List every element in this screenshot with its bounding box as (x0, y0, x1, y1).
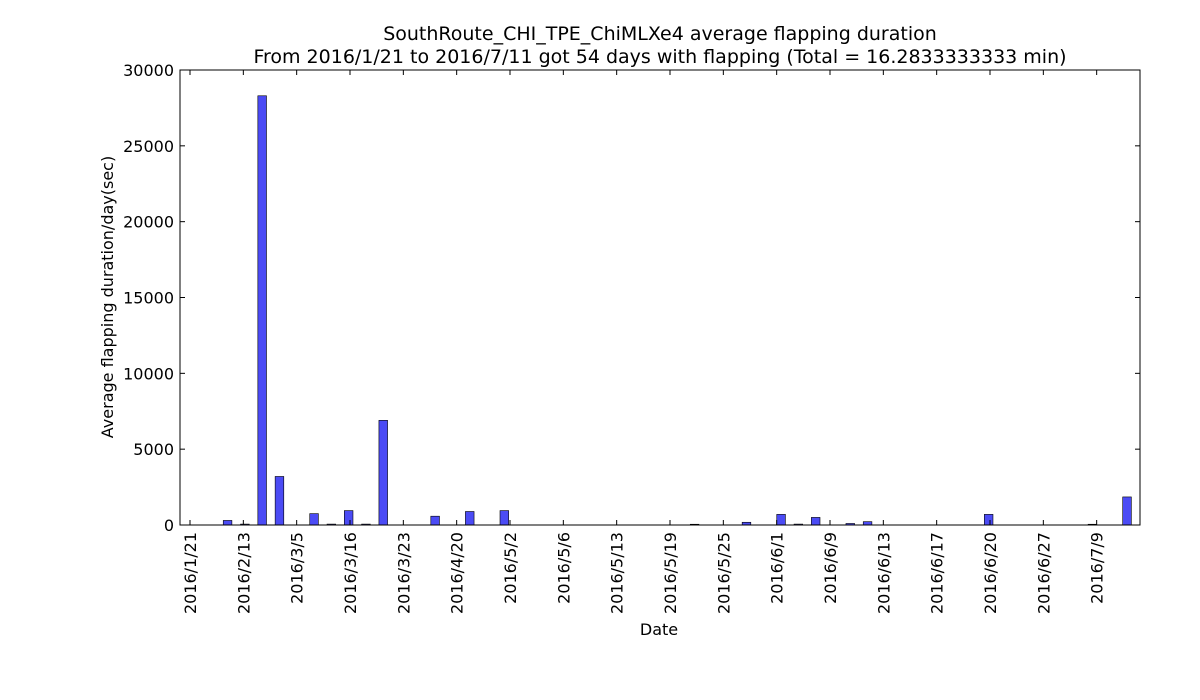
x-tick-label: 2016/6/27 (1034, 532, 1053, 614)
bar (811, 517, 821, 526)
bar (465, 511, 475, 526)
y-tick-label: 5000 (133, 440, 174, 459)
bar (862, 521, 873, 526)
bar (984, 514, 994, 526)
bars-group (188, 95, 1132, 526)
y-tick-label: 25000 (123, 137, 174, 156)
x-axis-ticks: 2016/1/21 2016/2/13 2016/3/5 2016/3/16 2016/… (181, 70, 1107, 614)
x-tick-label: 2016/5/25 (714, 532, 733, 614)
x-tick-label: 2016/3/23 (394, 532, 413, 614)
bar (274, 476, 285, 526)
bar (776, 514, 786, 526)
chart-title: SouthRoute_CHI_TPE_ChiMLXe4 average flap… (383, 23, 937, 45)
x-tick-label: 2016/6/1 (768, 532, 787, 604)
x-tick-label: 2016/6/13 (874, 532, 893, 614)
bar (378, 420, 388, 526)
bar (344, 510, 354, 526)
x-tick-label: 2016/2/13 (234, 532, 253, 614)
y-tick-label: 15000 (123, 289, 174, 308)
x-tick-label: 2016/5/2 (501, 532, 520, 604)
x-tick-label: 2016/3/5 (288, 532, 307, 604)
x-tick-label: 2016/6/17 (928, 532, 947, 614)
bar (257, 95, 267, 526)
bar (499, 510, 509, 526)
x-tick-label: 2016/7/9 (1088, 532, 1107, 604)
y-tick-label: 30000 (123, 61, 174, 80)
y-tick-label: 20000 (123, 213, 174, 232)
x-tick-label: 2016/6/9 (821, 532, 840, 604)
x-tick-label: 2016/1/21 (181, 532, 200, 614)
x-tick-label: 2016/5/6 (554, 532, 573, 604)
y-axis-label: Average flapping duration/day(sec) (98, 156, 117, 438)
x-tick-label: 2016/4/20 (448, 532, 467, 614)
y-tick-label: 10000 (123, 364, 174, 383)
plot-frame (179, 69, 1141, 526)
bar (1122, 496, 1132, 526)
bar (222, 520, 233, 526)
y-tick-label: 0 (164, 516, 174, 535)
bar (430, 515, 440, 526)
x-tick-label: 2016/3/16 (341, 532, 360, 614)
x-tick-label: 2016/5/13 (608, 532, 627, 614)
x-axis-label: Date (640, 620, 678, 639)
x-tick-label: 2016/5/19 (661, 532, 680, 614)
chart-subtitle: From 2016/1/21 to 2016/7/11 got 54 days … (253, 46, 1067, 68)
x-tick-label: 2016/6/20 (981, 532, 1000, 614)
y-axis-ticks: 0 5000 10000 15000 20000 25000 30000 (123, 61, 1140, 535)
bar (309, 513, 319, 526)
